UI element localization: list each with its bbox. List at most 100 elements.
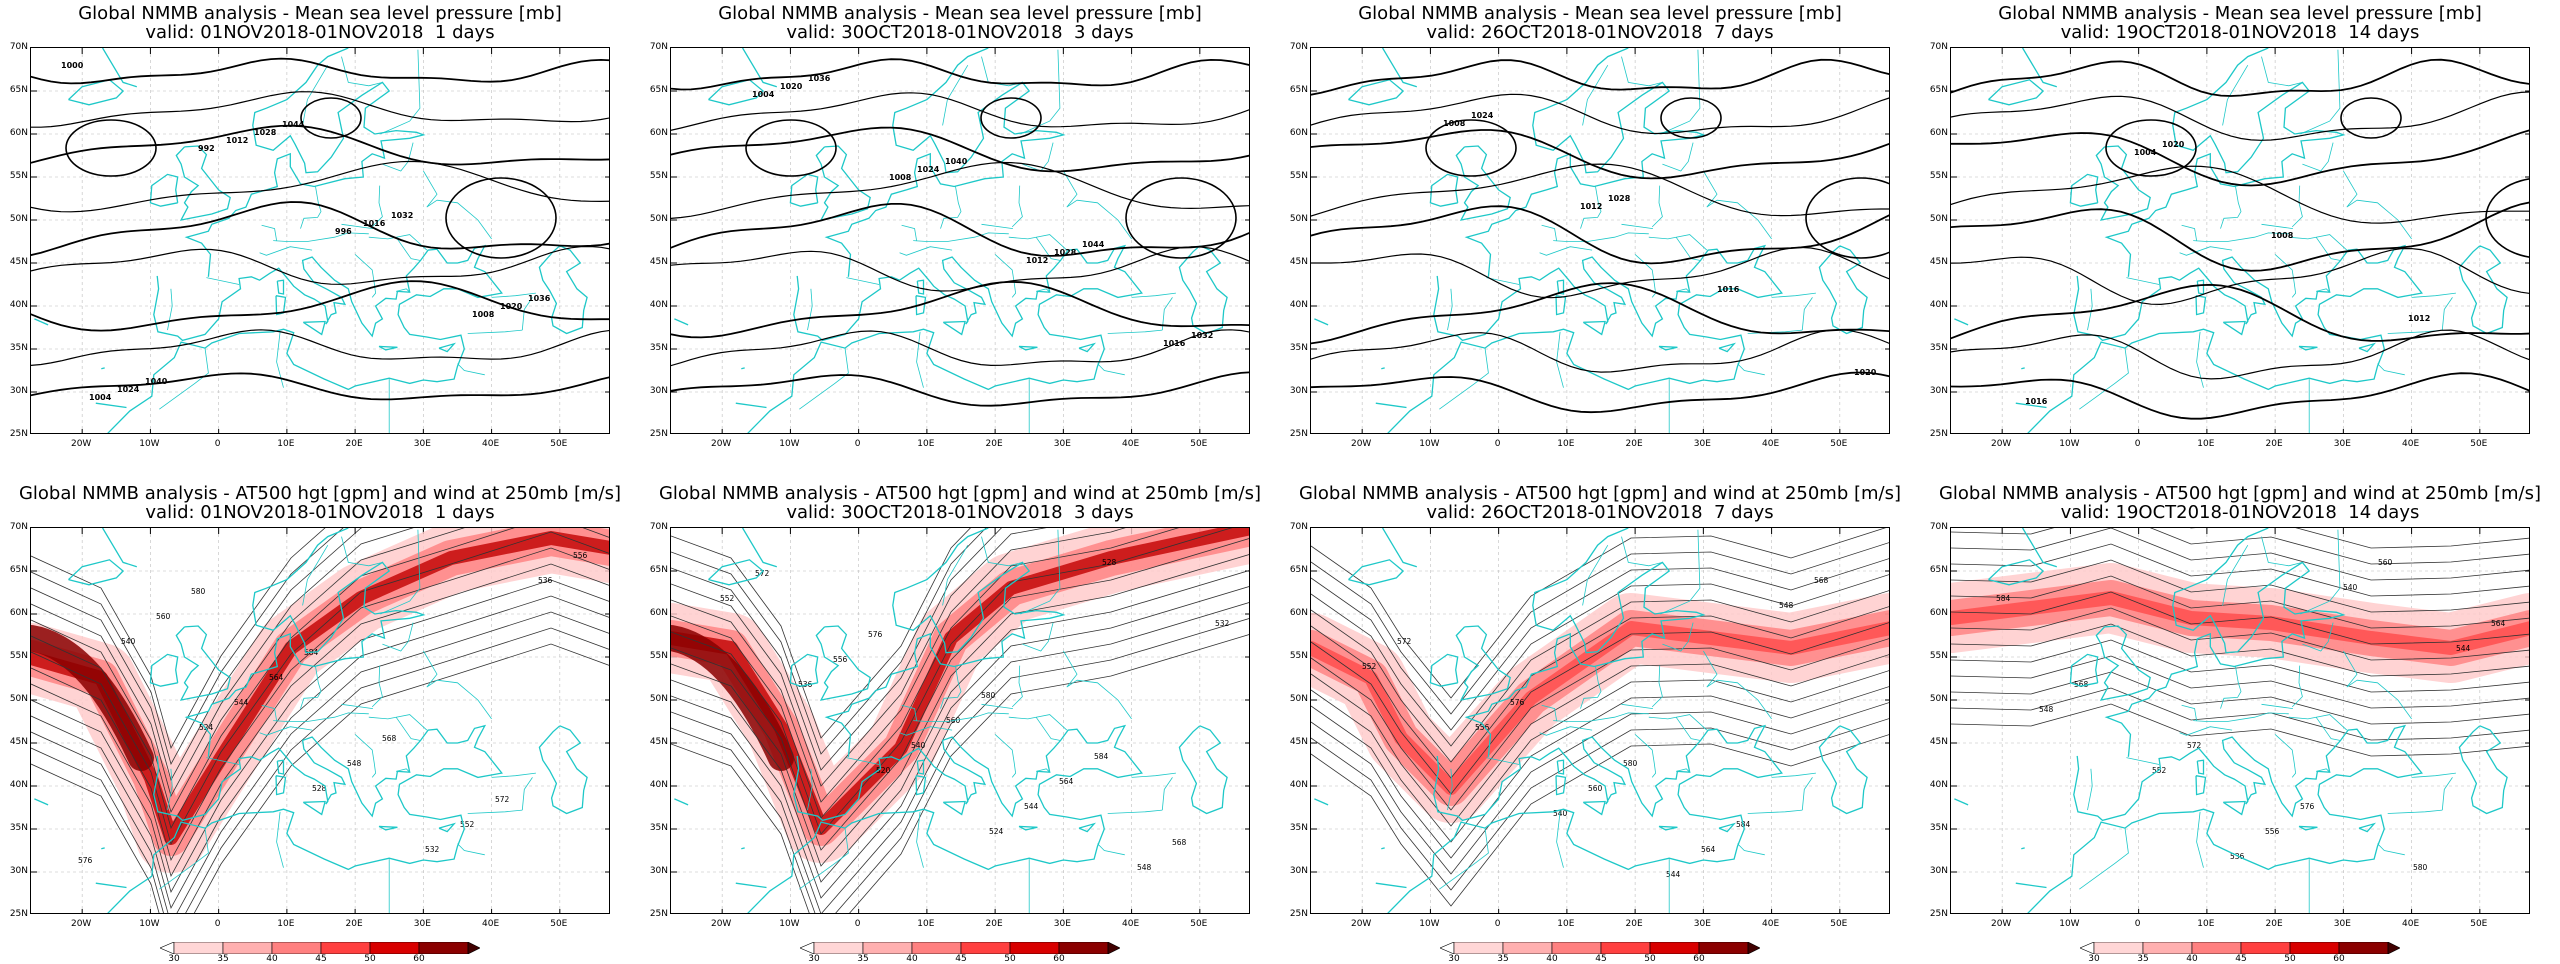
country-border (2087, 768, 2093, 811)
contour-label: 580 (981, 691, 996, 700)
country-border (341, 703, 373, 709)
country-border (1011, 665, 1023, 708)
colorbar-label: 35 (1497, 954, 1509, 964)
coastline (149, 653, 179, 687)
longitude-label: 20W (1990, 919, 2012, 929)
height-contour (31, 547, 609, 862)
latitude-label: 45N (9, 257, 28, 267)
coastline (916, 759, 925, 775)
pressure-center-contour (745, 119, 837, 177)
contour-label: 584 (1996, 594, 2011, 603)
contour-label: 536 (2230, 852, 2245, 861)
mslp-layer: 1004 1008 1012 1016 1020 (1951, 58, 2529, 420)
colorbar-bin (911, 942, 962, 954)
latitude-label: 60N (649, 608, 668, 618)
contour-label: 996 (335, 227, 352, 236)
country-border (371, 185, 383, 228)
height-contour (671, 570, 1249, 883)
longitude-label: 30E (413, 439, 431, 449)
latitude-label: 55N (9, 171, 28, 181)
country-border (491, 292, 536, 298)
height-contour (1951, 528, 2529, 581)
map-area: 1000 992 996 1008 1004 1012 1016 1020 1024 1028 10… (30, 47, 610, 434)
country-border (2261, 223, 2293, 229)
country-border (2274, 254, 2297, 298)
latitude-label: 50N (9, 694, 28, 704)
coastline (175, 145, 231, 221)
latitude-label: 70N (1289, 522, 1308, 532)
coastline (275, 775, 287, 796)
colorbar-label: 45 (2235, 954, 2247, 964)
map-svg: 1004 1008 1012 1016 1020 (1951, 48, 2529, 433)
contour-label: 1036 (808, 74, 831, 83)
country-border (2291, 185, 2303, 228)
country-border (1648, 714, 1708, 731)
isoline (671, 280, 1249, 339)
country-border (395, 716, 420, 741)
country-border (1676, 288, 1690, 293)
coastline (1556, 279, 1565, 295)
longitude-label: 30E (1693, 439, 1711, 449)
latitude-label: 65N (649, 85, 668, 95)
latitude-label: 30N (9, 866, 28, 876)
latitude-label: 50N (649, 694, 668, 704)
height-contour (31, 595, 609, 910)
country-border (899, 726, 953, 736)
country-border (940, 186, 962, 229)
country-border (1541, 224, 1557, 241)
country-border (1036, 768, 1050, 773)
latitude-label: 35N (649, 823, 668, 833)
country-border (1556, 811, 1564, 868)
country-border (2291, 665, 2303, 708)
country-border (1771, 292, 1816, 298)
colorbar-label: 50 (1644, 954, 1656, 964)
country-border (846, 757, 880, 765)
contour-label: 536 (798, 680, 813, 689)
coastline (2021, 367, 2025, 370)
country-border (1662, 142, 1694, 172)
country-border (2377, 843, 2405, 856)
height-contour (671, 538, 1249, 851)
colorbar-bin (1453, 942, 1504, 954)
contour-label: 1020 (2162, 140, 2185, 149)
coastline (538, 245, 588, 335)
isoline (1951, 91, 2529, 141)
country-border (1063, 170, 1078, 208)
coastline (747, 724, 1143, 913)
contour-label: 520 (876, 766, 891, 775)
coastline (1818, 245, 1868, 335)
isoline (31, 245, 609, 285)
country-border (901, 704, 917, 721)
contour-label: 532 (1215, 619, 1230, 628)
country-border (2302, 142, 2334, 172)
country-border (1621, 703, 1653, 709)
country-border (261, 704, 277, 721)
contour-label: 552 (2152, 766, 2167, 775)
panel-title: Global NMMB analysis - AT500 hgt [gpm] a… (658, 483, 1262, 504)
pressure-center-contour (65, 119, 157, 177)
isoline (1311, 371, 1889, 414)
country-border (1801, 777, 1813, 811)
colorbar-label: 45 (1595, 954, 1607, 964)
coastline (1381, 847, 1385, 850)
latitude-label: 35N (9, 343, 28, 353)
latitude-label: 45N (1929, 257, 1948, 267)
coastline (149, 173, 179, 207)
country-border (1486, 277, 1520, 285)
country-border (259, 726, 313, 736)
country-border (1675, 716, 1700, 741)
country-border (1439, 348, 1489, 410)
contour-label: 560 (2378, 558, 2393, 567)
height-contour (1951, 687, 2529, 741)
height-contour (671, 528, 1180, 819)
contour-label: 524 (989, 827, 1004, 836)
country-border (2441, 777, 2453, 811)
longitude-label: 40E (2402, 919, 2420, 929)
country-border (2126, 277, 2160, 285)
coastline (68, 79, 125, 106)
contour-label: 544 (1024, 802, 1039, 811)
coastline (101, 367, 105, 370)
longitude-label: 10W (2059, 439, 2080, 449)
isoline (1311, 282, 1889, 345)
